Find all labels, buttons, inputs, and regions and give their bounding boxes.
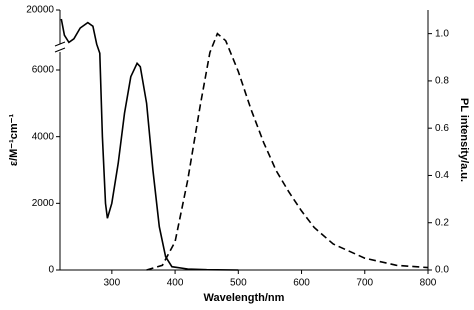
series-line — [60, 18, 239, 271]
y-axis-label: ε/M⁻¹cm⁻¹ — [8, 114, 20, 167]
y-tick-label: 20000 — [26, 5, 54, 16]
x-tick-label: 600 — [293, 278, 310, 289]
x-tick-label: 300 — [104, 278, 121, 289]
y-tick-label: 2000 — [32, 198, 55, 209]
series-line — [146, 32, 429, 271]
axes — [54, 10, 429, 271]
y-tick-label: 4000 — [32, 131, 55, 142]
x-tick-label: 700 — [356, 278, 373, 289]
y2-axis-label: PL intensity/a.u. — [458, 98, 470, 182]
y2-tick-label: 0.2 — [435, 217, 449, 228]
x-tick-label: 500 — [230, 278, 247, 289]
y2-tick-label: 0.8 — [435, 76, 449, 87]
y2-tick-label: 0.4 — [435, 170, 449, 181]
axis-break-mark — [54, 41, 66, 53]
x-tick-label: 400 — [167, 278, 184, 289]
y-tick-label: 0 — [48, 265, 54, 276]
y2-tick-label: 0.6 — [435, 123, 449, 134]
x-axis-label: Wavelength/nm — [204, 292, 285, 304]
y2-tick-label: 1.0 — [435, 28, 449, 39]
y-tick-label: 6000 — [32, 65, 55, 76]
y2-tick-label: 0.0 — [435, 265, 449, 276]
x-tick-label: 800 — [420, 278, 437, 289]
